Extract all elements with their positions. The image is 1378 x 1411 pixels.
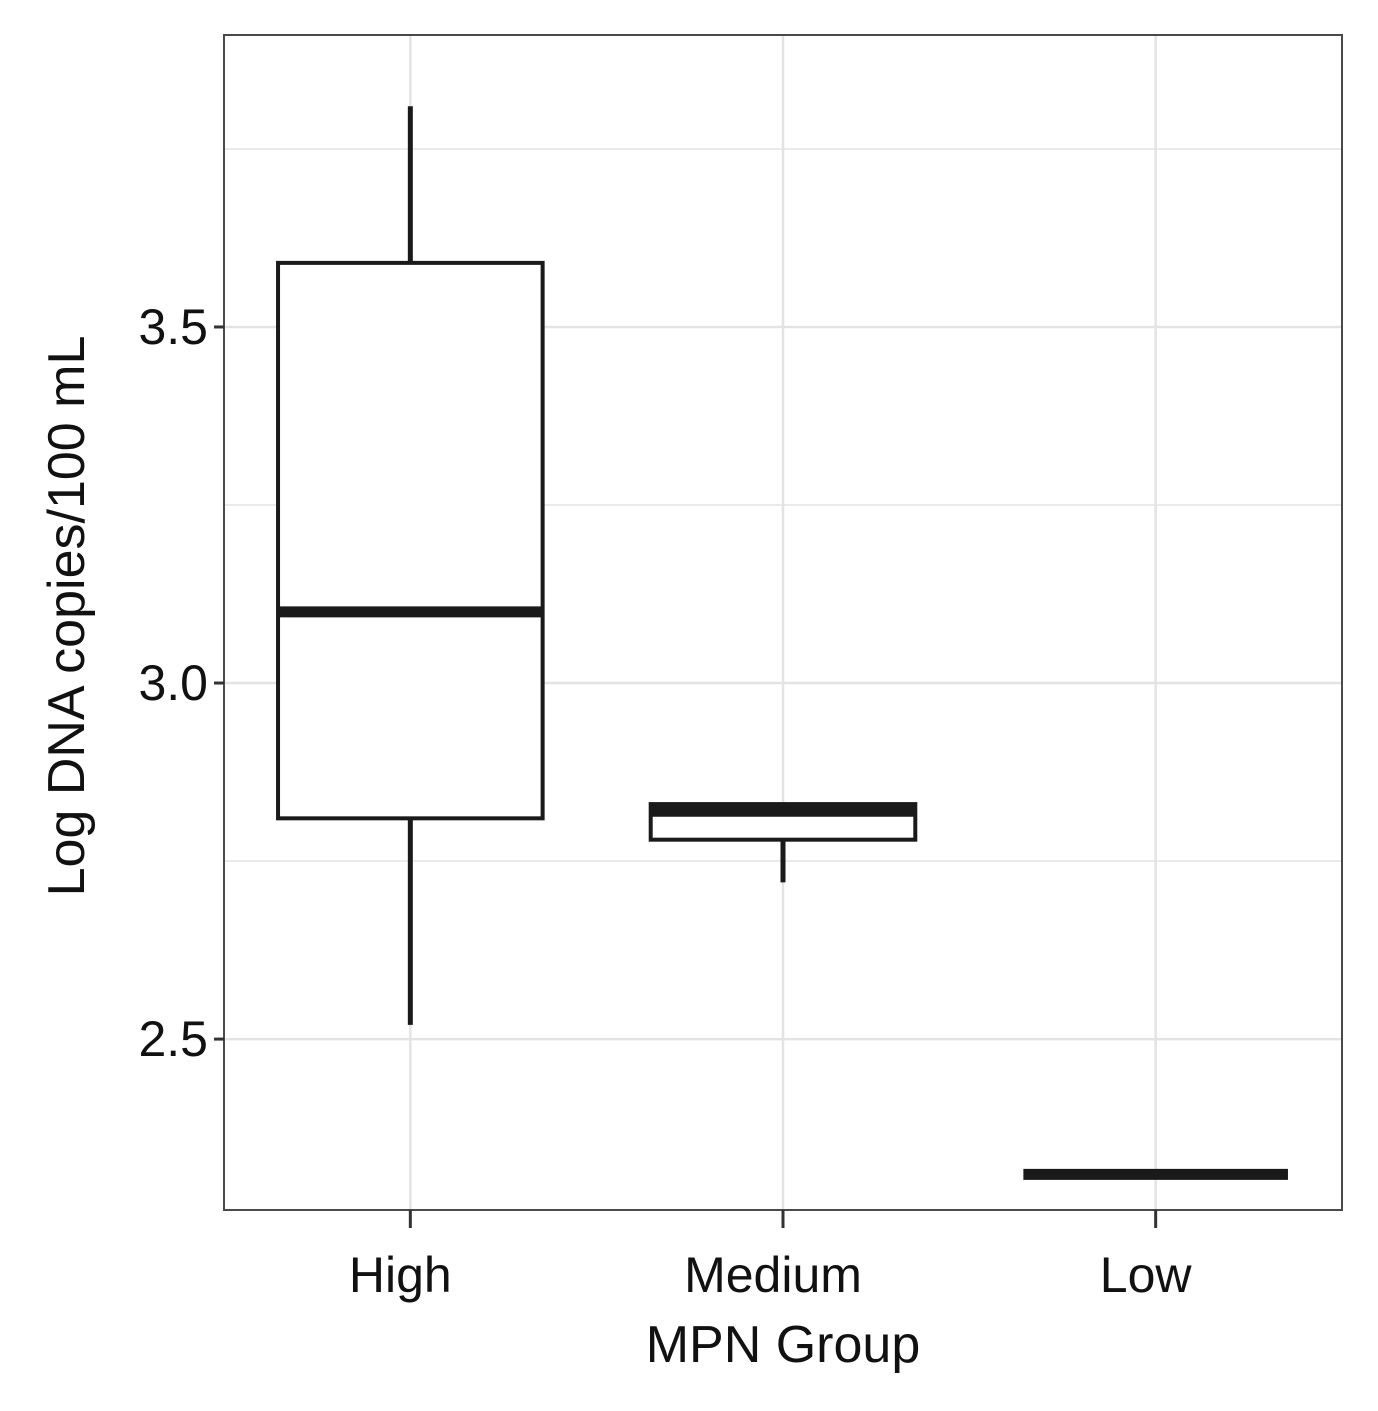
y-tick-label: 3.5 [138,299,208,355]
box-medium [648,802,918,883]
y-axis-title: Log DNA copies/100 mL [38,336,96,897]
x-tick-label: Medium [684,1247,862,1303]
x-tick-label: Low [1100,1247,1193,1303]
axis-ticks: 2.5 3.0 3.5 High Medium Low [138,299,1192,1303]
x-axis-title: MPN Group [646,1316,921,1374]
x-tick-label: High [349,1247,452,1303]
boxes-layer [276,106,1288,1180]
y-tick-label: 3.0 [138,655,208,711]
iqr-box [276,260,545,821]
box-high [276,106,545,1025]
y-tick-label: 2.5 [138,1011,208,1067]
